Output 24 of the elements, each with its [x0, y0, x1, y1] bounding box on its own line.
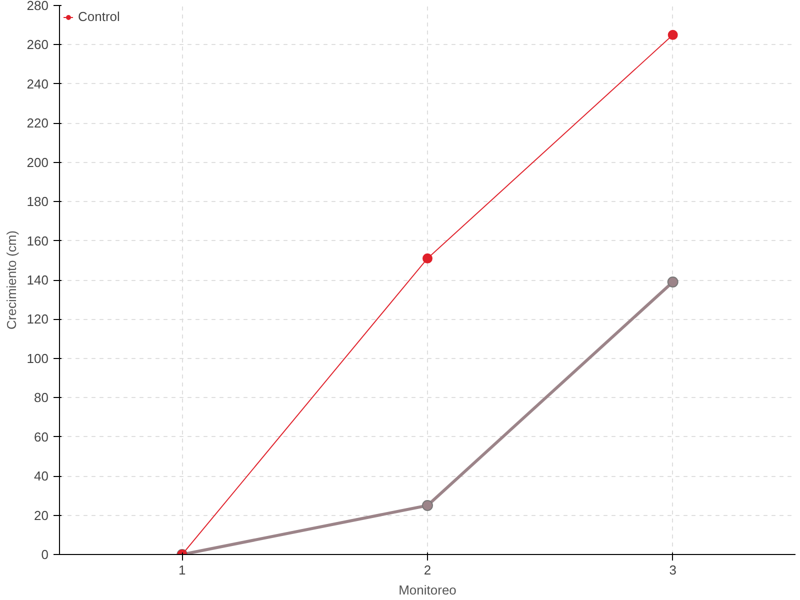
y-tick-label: 60 [34, 429, 49, 444]
y-tick-label: 40 [34, 468, 49, 484]
y-tick-label: 160 [26, 233, 49, 248]
x-tick-label: 2 [424, 562, 432, 578]
y-tick-label: 220 [26, 116, 49, 131]
point [668, 30, 678, 40]
x-tick-label: 1 [178, 562, 186, 578]
legend-label: Control [78, 9, 120, 24]
y-axis-title: Crecimiento (cm) [4, 230, 19, 330]
x-axis-title: Monitoreo [398, 582, 456, 598]
y-tick-label: 260 [26, 37, 49, 52]
y-tick-label: 180 [26, 194, 49, 210]
point [422, 253, 432, 264]
y-tick-label: 0 [41, 547, 49, 562]
point [667, 276, 678, 288]
y-tick-label: 280 [26, 0, 49, 13]
y-tick-label: 80 [34, 390, 49, 406]
y-tick-label: 140 [26, 272, 49, 288]
y-tick-label: 120 [26, 312, 49, 327]
y-tick-label: 240 [26, 76, 49, 92]
y-tick-label: 200 [26, 154, 49, 170]
y-tick-label: 100 [26, 350, 49, 366]
y-tick-label: 20 [34, 508, 49, 523]
x-tick-label: 3 [669, 562, 676, 578]
